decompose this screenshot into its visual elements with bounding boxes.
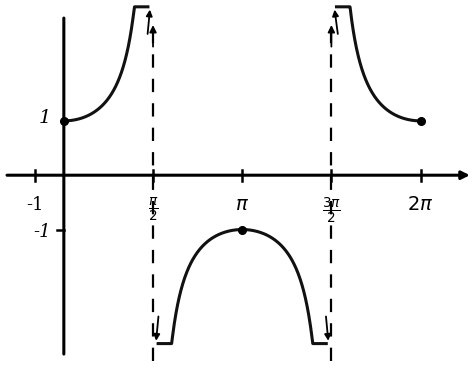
Text: -1: -1 bbox=[27, 196, 44, 214]
Text: $\frac{3\pi}{2}$: $\frac{3\pi}{2}$ bbox=[322, 196, 341, 226]
Text: $\frac{\pi}{2}$: $\frac{\pi}{2}$ bbox=[148, 196, 158, 224]
Text: 1: 1 bbox=[39, 109, 51, 127]
Text: $2\pi$: $2\pi$ bbox=[407, 196, 434, 214]
Text: $\pi$: $\pi$ bbox=[235, 196, 249, 214]
Text: -1: -1 bbox=[34, 223, 51, 241]
